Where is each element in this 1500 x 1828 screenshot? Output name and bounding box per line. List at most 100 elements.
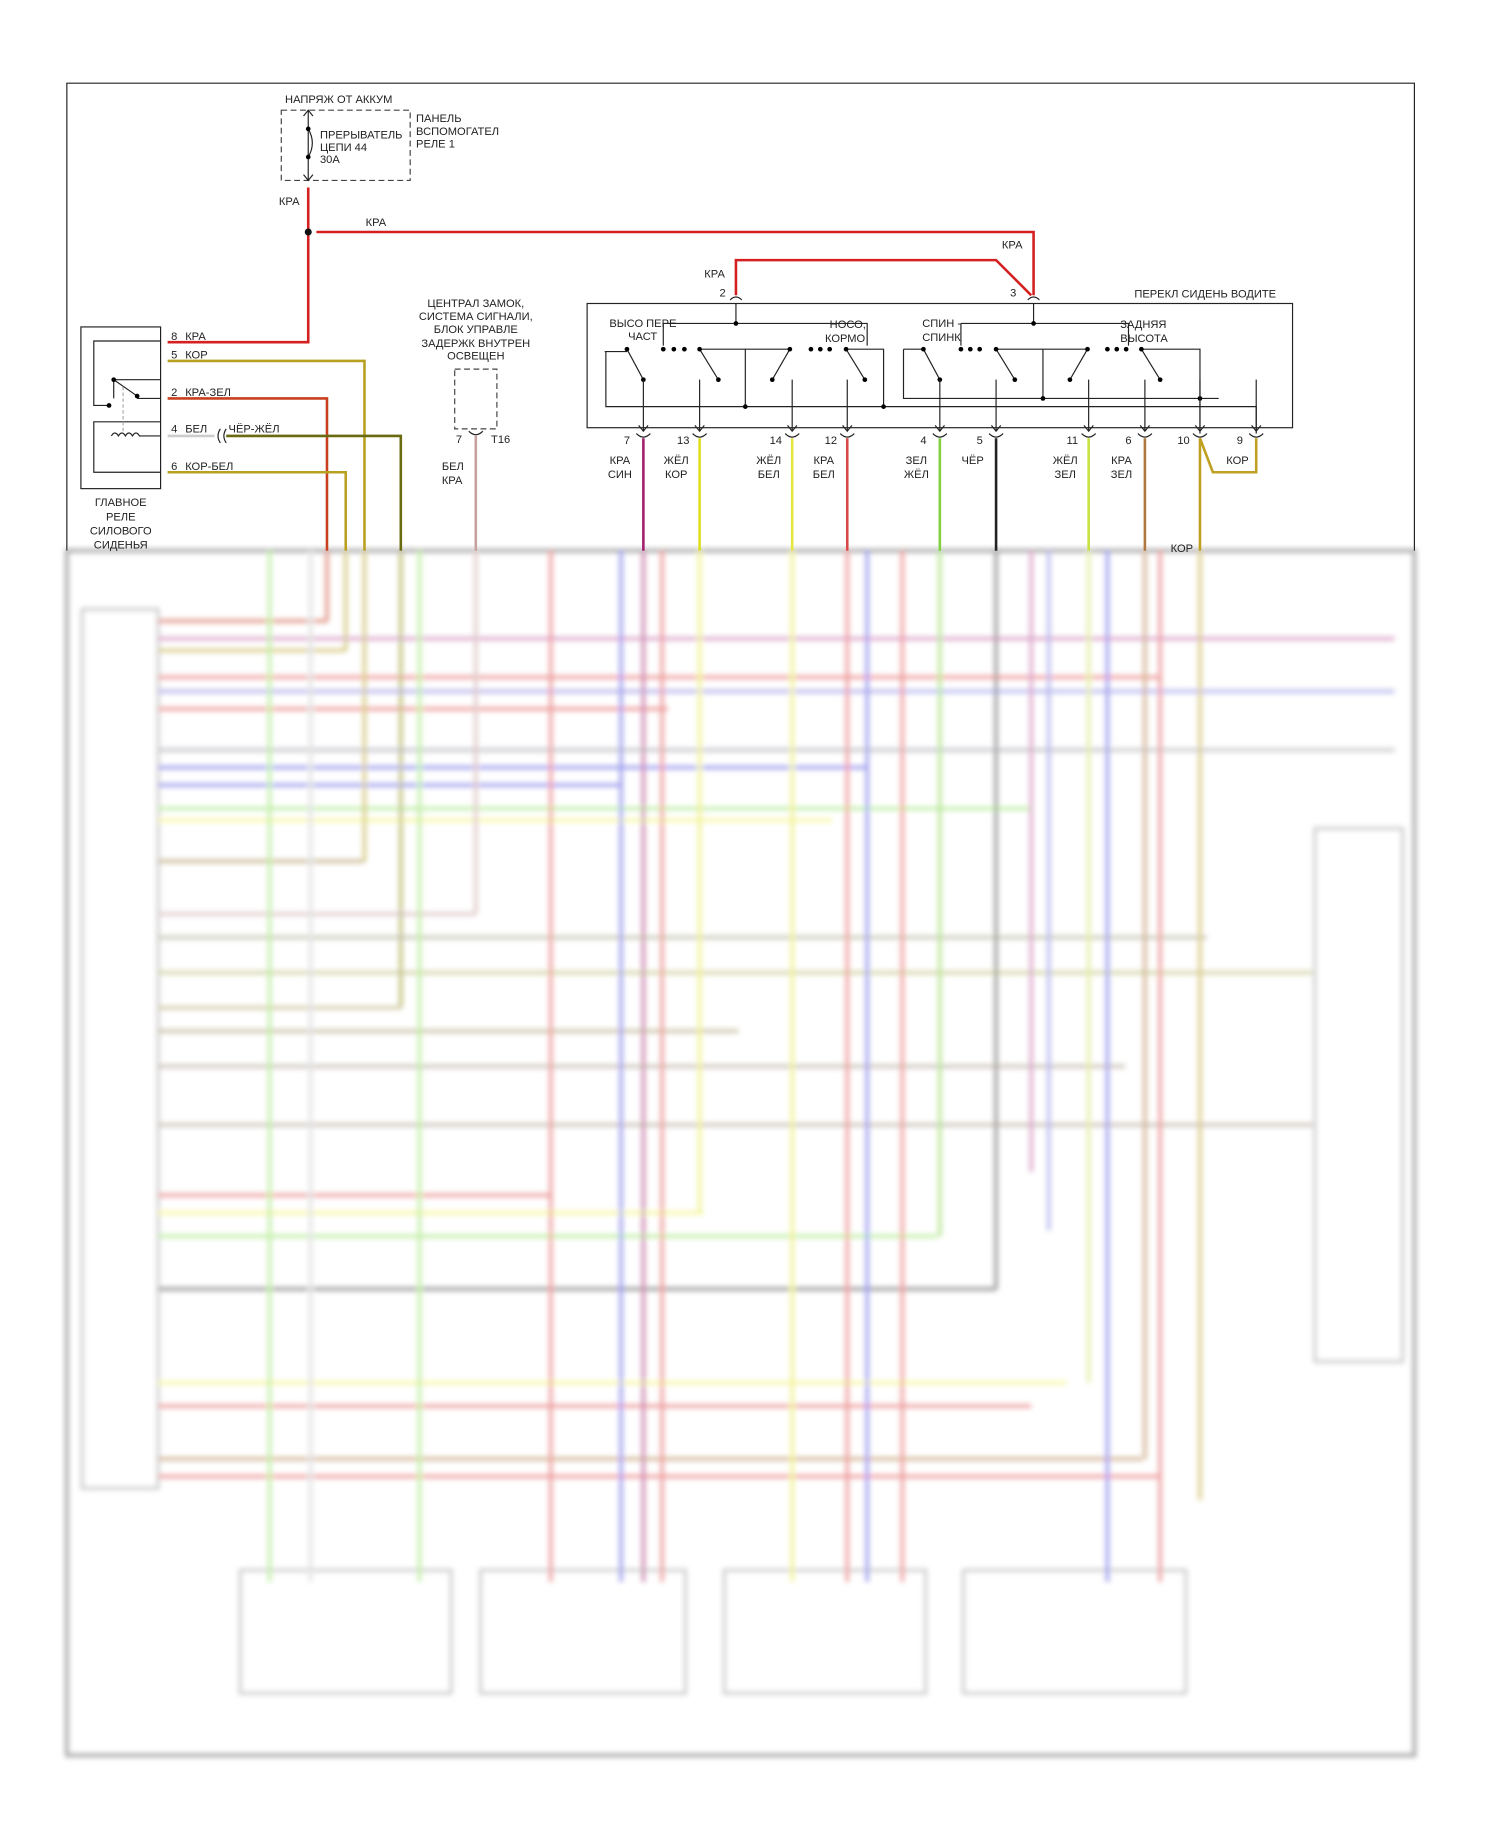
contact-dot — [817, 346, 823, 352]
switch-section-label: ЗАДНЯЯ — [1120, 319, 1166, 331]
central-lock-pin: 7 — [456, 434, 462, 446]
central-lock-title: БЛОК УПРАВЛЕ — [434, 324, 518, 336]
output-pin-number: 5 — [977, 435, 983, 447]
frame — [65, 548, 1417, 1758]
output-wire-label: БЕЛ — [813, 469, 835, 481]
motor-box — [479, 1569, 687, 1695]
relay-pin-2: 2 — [171, 387, 177, 399]
blurred-lower-section — [65, 548, 1417, 1758]
breaker-label-2: ЦЕПИ 44 — [320, 142, 367, 154]
battery-label: НАПРЯЖ ОТ АККУМ — [285, 94, 392, 106]
relay-wire-6: КОР-БЕЛ — [185, 461, 233, 473]
circuit-breaker-icon — [303, 109, 314, 182]
switch-contact-icon — [845, 348, 866, 380]
connector-icon — [839, 433, 855, 438]
feed-wire-label: КРА — [366, 217, 387, 229]
contact-dot — [624, 346, 630, 352]
motor-box — [723, 1569, 927, 1695]
relay-pin-4: 4 — [171, 423, 177, 435]
contact-dot — [769, 377, 775, 383]
switch-contact-icon — [771, 348, 791, 380]
switch-contact-icon — [1140, 348, 1161, 380]
connector-icon — [1192, 433, 1208, 438]
output-wire-label: ЗЕЛ — [1111, 469, 1132, 481]
switch-section-label: СПИН - — [922, 318, 961, 330]
feed-wire-label: КРА — [1002, 239, 1023, 251]
seat-switch-box — [586, 296, 1294, 434]
output-pin-number: 6 — [1125, 435, 1131, 447]
relay-pin-8: 8 — [171, 331, 177, 343]
contact-dot — [697, 346, 702, 352]
central-lock-module-box — [454, 368, 498, 430]
output-wire-label: КОР — [1226, 455, 1248, 467]
output-wire-label: КРА — [814, 455, 835, 467]
output-arrow-icon — [787, 379, 798, 433]
contact-dot — [993, 346, 999, 352]
connector-icon — [784, 433, 800, 438]
contact-dot — [827, 346, 833, 352]
central-lock-title: ЗАДЕРЖК ВНУТРЕН — [421, 338, 530, 350]
contact-dot — [682, 346, 687, 352]
output-pin-number: 9 — [1237, 435, 1243, 447]
switch-section-label: ВЫСО ПЕРЕ — [609, 318, 676, 330]
output-arrow-icon — [694, 379, 705, 433]
connector-icon — [692, 433, 708, 438]
contact-dot — [1105, 346, 1110, 352]
output-wire-label: ЖЁЛ — [1053, 455, 1078, 467]
battery-feed-wire — [167, 187, 1035, 344]
contact-dot — [787, 346, 793, 352]
switch-section-label: СПИНК — [922, 332, 961, 344]
diagram-frame — [66, 82, 1415, 551]
relay-wire-2: КРА-ЗЕЛ — [185, 387, 231, 399]
output-wire-label: КРА — [610, 455, 631, 467]
output-pin-number: 13 — [677, 435, 689, 447]
contact-dot — [862, 377, 868, 383]
seat-switch-input-pin: 2 — [720, 287, 726, 299]
relay-pin-5: 5 — [171, 350, 177, 362]
output-pin-number: 14 — [770, 435, 782, 447]
breaker-label-1: ПРЕРЫВАТЕЛЬ — [320, 129, 403, 141]
connector-icon — [635, 433, 651, 438]
output-pin-number: 7 — [624, 435, 630, 447]
relay-title: ГЛАВНОЕ — [95, 497, 147, 509]
relay-title: СИЛОВОГО — [90, 525, 152, 537]
panel-label-3: РЕЛЕ 1 — [416, 139, 455, 151]
connector-icon — [1081, 433, 1097, 438]
output-pin-number: 12 — [825, 435, 837, 447]
contact-dot — [660, 346, 666, 352]
panel-label-2: ВСПОМОГАТЕЛ — [416, 126, 499, 138]
contact-dot — [843, 346, 849, 352]
switch-section-label: КОРМО — [825, 333, 866, 345]
switch-contact-icon — [1069, 348, 1088, 380]
contact-dot — [1139, 346, 1144, 352]
output-arrow-icon — [934, 379, 945, 433]
motor-box — [239, 1569, 453, 1695]
output-wire-label: БЕЛ — [758, 469, 780, 481]
output-wire-label: ЗЕЛ — [906, 455, 927, 467]
panel-label-1: ПАНЕЛЬ — [416, 113, 461, 125]
switch-section-label: НОСО, — [830, 319, 866, 331]
output-arrow-icon — [1194, 379, 1206, 433]
central-lock-wire-label: КРА — [442, 475, 463, 487]
output-wire-label: ЖЁЛ — [756, 455, 781, 467]
output-pin-number: 10 — [1177, 435, 1189, 447]
output-arrow-icon — [1139, 379, 1151, 433]
switch-contact-icon — [995, 348, 1016, 380]
module-box — [1313, 827, 1404, 1363]
main-seat-relay — [80, 326, 162, 490]
breaker-label-3: 30А — [320, 154, 340, 166]
connector-icon — [1137, 433, 1153, 438]
contact-dot — [716, 377, 721, 383]
switch-section-label: ВЫСОТА — [1120, 333, 1168, 345]
output-wire-label: СИН — [608, 469, 632, 481]
switch-section-label: ЧАСТ — [628, 331, 657, 343]
relay-splice-wire: ЧЁР-ЖЁЛ — [229, 423, 280, 435]
output-wire-label: ЖЁЛ — [904, 469, 929, 481]
output-wire-label: ЖЁЛ — [664, 455, 689, 467]
motor-box — [962, 1569, 1188, 1695]
relay-title: РЕЛЕ — [106, 511, 136, 523]
central-lock-connector: T16 — [491, 434, 510, 446]
output-arrow-icon — [638, 379, 649, 433]
contact-dot — [1123, 346, 1129, 352]
